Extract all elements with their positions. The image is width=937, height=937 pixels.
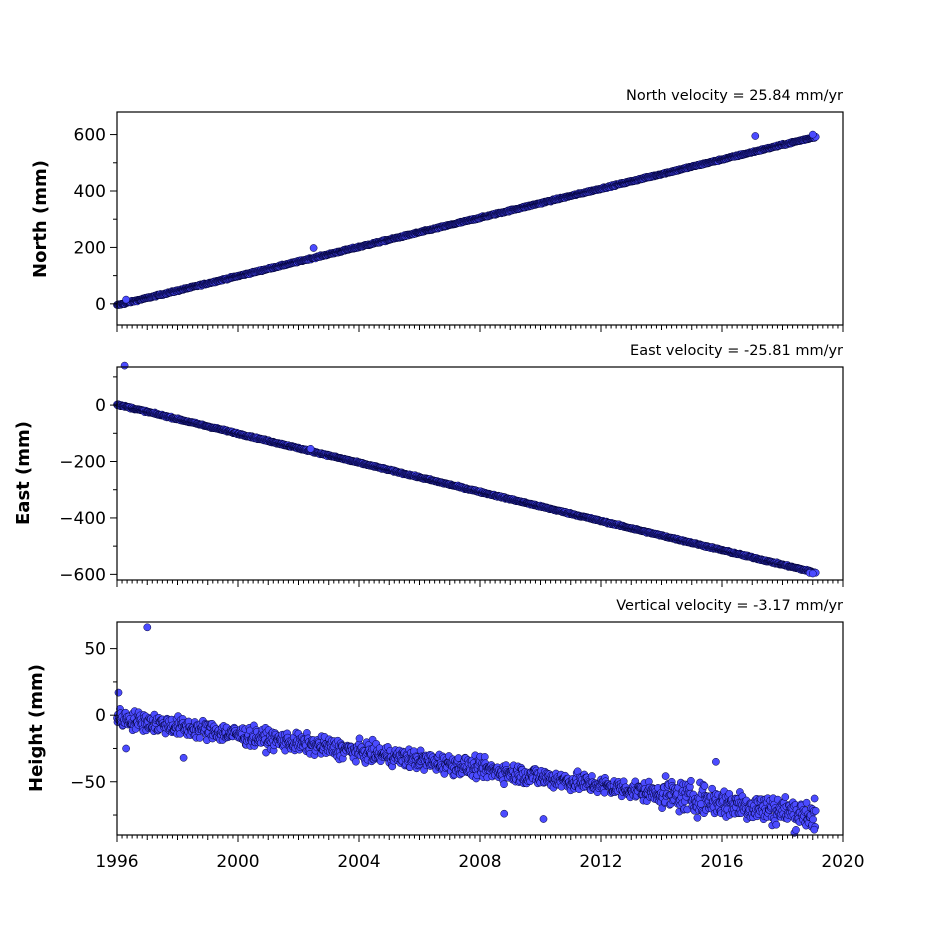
y-tick-label: −400	[59, 509, 106, 529]
outlier-point	[309, 244, 318, 252]
outlier-point	[808, 130, 817, 139]
data-point	[772, 820, 781, 829]
outlier-point	[712, 757, 720, 766]
data-point	[661, 772, 670, 780]
north-y-axis: 0 200 400 600	[74, 126, 117, 315]
height-x-axis	[116, 835, 844, 842]
east-points	[113, 361, 820, 578]
data-point	[792, 826, 800, 834]
data-point	[693, 813, 702, 822]
outlier-point	[751, 132, 760, 140]
x-tick-label: 2004	[337, 852, 380, 872]
outlier-point	[122, 295, 130, 304]
x-tick-label: 2008	[458, 852, 501, 872]
north-points	[113, 130, 820, 309]
east-panel: East velocity = -25.81 mm/yr East (mm) 0…	[13, 343, 844, 587]
east-x-axis	[116, 580, 844, 587]
x-tick-labels: 1996 2000 2004 2008 2012 2016 2020	[95, 852, 864, 872]
y-tick-label: 200	[74, 238, 106, 258]
y-tick-label: −600	[59, 565, 106, 585]
y-tick-label: 600	[74, 126, 106, 146]
north-velocity-annotation: North velocity = 25.84 mm/yr	[626, 88, 843, 104]
data-point	[355, 734, 364, 743]
y-tick-label: 50	[84, 640, 106, 660]
data-point	[809, 815, 817, 824]
outlier-point	[120, 361, 129, 370]
outlier-point	[810, 825, 819, 834]
outlier-point	[122, 744, 130, 753]
east-y-axis-label: East (mm)	[13, 421, 34, 525]
data-point	[687, 776, 695, 785]
outlier-point	[114, 688, 123, 697]
y-tick-label: 0	[95, 396, 106, 416]
data-point	[810, 794, 819, 803]
x-tick-label: 2000	[216, 852, 259, 872]
y-tick-label: 0	[95, 295, 106, 315]
y-tick-label: 0	[95, 706, 106, 726]
outlier-point	[500, 809, 509, 818]
height-points	[113, 623, 820, 837]
y-tick-label: 400	[74, 182, 106, 202]
height-y-axis-label: Height (mm)	[26, 664, 47, 792]
data-point	[700, 782, 709, 790]
data-point	[500, 780, 508, 789]
east-velocity-annotation: East velocity = -25.81 mm/yr	[630, 343, 843, 359]
x-tick-label: 2020	[821, 852, 864, 872]
data-point	[811, 806, 820, 815]
east-y-axis: 0 −200 −400 −600	[59, 376, 117, 585]
data-point	[480, 753, 489, 761]
height-panel: Vertical velocity = -3.17 mm/yr Height (…	[26, 598, 865, 872]
east-plot-frame	[116, 366, 844, 581]
x-tick-label: 1996	[95, 852, 138, 872]
north-panel: North velocity = 25.84 mm/yr North (mm) …	[30, 88, 844, 332]
data-point	[352, 757, 360, 766]
y-tick-label: −50	[70, 773, 106, 793]
x-tick-label: 2016	[700, 852, 743, 872]
outlier-point	[179, 753, 188, 762]
data-point	[195, 734, 204, 742]
vertical-velocity-annotation: Vertical velocity = -3.17 mm/yr	[616, 598, 843, 614]
north-y-axis-label: North (mm)	[30, 160, 51, 278]
outlier-point	[143, 623, 152, 632]
y-tick-label: −200	[59, 453, 106, 473]
x-tick-label: 2012	[579, 852, 622, 872]
outlier-point	[808, 569, 817, 578]
north-x-axis	[116, 325, 844, 332]
height-y-axis: 50 0 −50	[70, 640, 117, 816]
outlier-point	[539, 815, 548, 823]
data-point	[600, 788, 609, 797]
outlier-point	[306, 444, 315, 453]
data-point	[781, 793, 790, 801]
